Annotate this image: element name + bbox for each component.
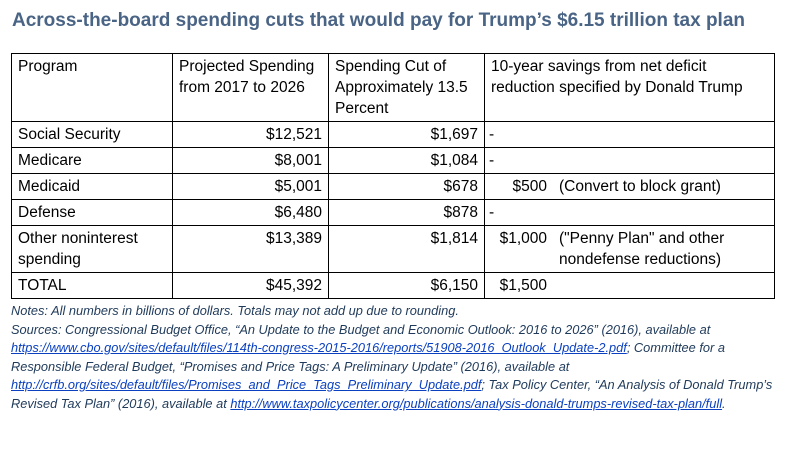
column-header-projected: Projected Spending from 2017 to 2026 [172, 53, 329, 122]
savings-note [494, 202, 506, 223]
savings-note: ("Penny Plan" and other nondefense reduc… [559, 230, 725, 268]
savings-cell: - [484, 121, 775, 148]
source-text-2: ; Committee for a Responsible Federal Bu… [11, 340, 725, 374]
spending-cut-cell: $878 [328, 199, 485, 226]
projected-spending-cell: $8,001 [172, 147, 329, 174]
page-title: Across-the-board spending cuts that woul… [12, 10, 746, 31]
projected-spending-cell: $45,392 [172, 272, 329, 299]
spending-cut-cell: $1,814 [328, 225, 485, 273]
savings-cell: $1,000 ("Penny Plan" and other nondefense… [484, 225, 775, 273]
savings-amount: $1,500 [499, 277, 547, 294]
program-cell: Medicare [11, 147, 173, 174]
program-cell: Social Security [11, 121, 173, 148]
savings-note [547, 275, 559, 296]
table-row: Other noninterest spending $13,389 $1,814 $… [11, 225, 775, 273]
program-cell: Other noninterest spending [11, 225, 173, 273]
spending-cut-cell: $678 [328, 173, 485, 200]
column-header-cut: Spending Cut of Approximately 13.5 Perce… [328, 53, 485, 122]
program-cell: TOTAL [11, 272, 173, 299]
savings-amount: - [489, 152, 495, 169]
projected-spending-cell: $13,389 [172, 225, 329, 273]
program-cell: Defense [11, 199, 173, 226]
savings-amount: $1,000 [499, 230, 547, 247]
cbo-link[interactable]: https://www.cbo.gov/sites/default/files/… [11, 340, 627, 355]
table-row: Medicare $8,001 $1,084- [11, 147, 775, 174]
source-text-4: . [722, 395, 726, 411]
notes-section: Notes: All numbers in billions of dollar… [11, 302, 791, 413]
program-cell: Medicaid [11, 173, 173, 200]
tpc-link[interactable]: http://www.taxpolicycenter.org/publicati… [230, 395, 723, 411]
source-text-3: ; Tax Policy Center, “An Analysis of Don… [11, 377, 773, 411]
savings-note [494, 124, 506, 145]
table-row: Medicaid $5,001 $678 $500 (Convert to block … [11, 173, 775, 200]
savings-cell: - [484, 147, 775, 174]
source-text-1: Sources: Congressional Budget Office, “A… [11, 321, 711, 337]
spending-cuts-table: Program Projected Spending from 2017 to … [11, 53, 775, 299]
savings-amount: - [489, 126, 495, 143]
savings-amount: - [489, 204, 495, 221]
projected-spending-cell: $5,001 [172, 173, 329, 200]
spending-cut-cell: $6,150 [328, 272, 485, 299]
projected-spending-cell: $12,521 [172, 121, 329, 148]
savings-cell: - [484, 199, 775, 226]
table-row: Social Security $12,521 $1,697- [11, 121, 775, 148]
column-header-program: Program [11, 53, 173, 122]
spending-cut-cell: $1,084 [328, 147, 485, 174]
table-header-row: Program Projected Spending from 2017 to … [11, 53, 775, 122]
savings-amount: $500 [512, 178, 547, 195]
savings-note [494, 150, 506, 171]
spending-cut-cell: $1,697 [328, 121, 485, 148]
savings-note: (Convert to block grant) [559, 178, 721, 195]
table-row: Defense $6,480 $878- [11, 199, 775, 226]
savings-cell: $500 (Convert to block grant) [484, 173, 775, 200]
sources-text: Sources: Congressional Budget Office, “A… [11, 321, 791, 414]
projected-spending-cell: $6,480 [172, 199, 329, 226]
column-header-savings: 10-year savings from net deficit reducti… [484, 53, 775, 122]
savings-cell: $1,500 [484, 272, 775, 299]
crfb-link[interactable]: http://crfb.org/sites/default/files/Prom… [11, 377, 482, 392]
notes-line: Notes: All numbers in billions of dollar… [11, 303, 459, 318]
table-row: TOTAL $45,392 $6,150 $1,500 [11, 272, 775, 299]
